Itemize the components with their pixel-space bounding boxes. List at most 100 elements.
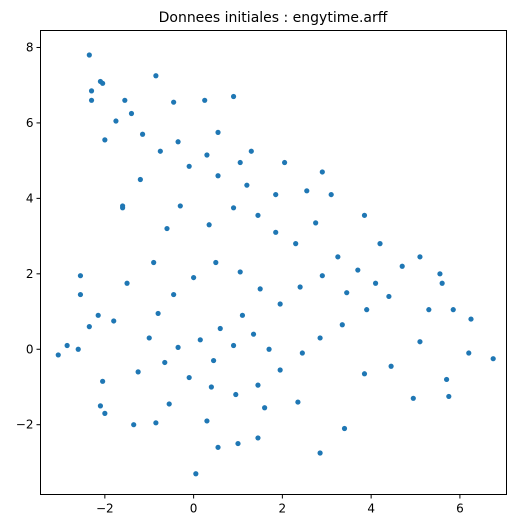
data-point	[100, 80, 106, 86]
chart-title: Donnees initiales : engytime.arff	[159, 10, 388, 26]
data-point	[262, 405, 268, 411]
data-point	[55, 352, 61, 358]
data-point	[162, 359, 168, 366]
data-point	[86, 52, 92, 58]
data-point	[230, 93, 237, 100]
data-point	[439, 280, 445, 286]
data-point	[466, 350, 472, 356]
y-tick-label: 0	[26, 342, 34, 356]
data-point	[386, 293, 392, 300]
data-point	[202, 97, 208, 103]
data-point	[426, 307, 432, 313]
data-point	[204, 418, 210, 424]
data-point	[206, 222, 212, 228]
data-point	[237, 159, 243, 166]
data-point	[235, 440, 241, 447]
data-point	[341, 425, 348, 432]
data-point	[215, 173, 221, 179]
plot-frame	[40, 30, 507, 495]
data-point	[468, 316, 474, 322]
x-tick-label: 2	[279, 502, 287, 516]
data-point	[239, 312, 246, 318]
data-point	[319, 273, 325, 279]
y-tick-label: 6	[26, 116, 34, 130]
data-point	[164, 225, 170, 232]
data-point	[244, 182, 250, 188]
data-point	[273, 191, 279, 198]
data-point	[100, 378, 106, 384]
data-point	[372, 280, 379, 286]
data-point	[233, 391, 239, 398]
points-layer	[55, 52, 496, 477]
x-tick-label: 0	[190, 502, 198, 516]
data-point	[328, 191, 334, 198]
data-point	[86, 324, 92, 330]
y-tick-label: 4	[26, 191, 34, 205]
data-point	[204, 152, 210, 158]
ticks-layer: −2 0 2 4 6 −2 0 2 4 6 8	[16, 40, 464, 515]
data-point	[186, 163, 192, 169]
data-point	[339, 322, 345, 328]
data-point	[137, 176, 143, 183]
data-point	[88, 97, 95, 103]
data-point	[153, 420, 159, 426]
data-point	[215, 444, 221, 450]
data-point	[157, 148, 163, 154]
data-point	[95, 312, 101, 318]
data-point	[175, 139, 181, 145]
data-point	[266, 346, 272, 352]
y-tick-label: 8	[26, 40, 34, 54]
data-point	[255, 435, 261, 441]
data-point	[293, 241, 299, 247]
data-point	[120, 205, 126, 211]
data-point	[299, 350, 305, 356]
data-point	[135, 369, 141, 375]
data-point	[361, 371, 368, 377]
data-point	[64, 342, 70, 349]
data-point	[295, 399, 301, 405]
data-point	[102, 410, 108, 416]
data-point	[490, 356, 496, 362]
data-point	[131, 422, 137, 428]
data-point	[450, 307, 456, 313]
data-point	[191, 274, 197, 281]
data-point	[230, 205, 237, 211]
data-point	[317, 450, 323, 456]
data-point	[193, 471, 199, 477]
data-point	[437, 271, 443, 277]
data-point	[153, 73, 159, 79]
y-tick-label: 2	[26, 267, 34, 281]
y-tick-label: −2	[16, 418, 34, 432]
data-point	[364, 307, 370, 313]
data-point	[186, 374, 192, 381]
data-point	[97, 403, 104, 409]
data-point	[443, 376, 450, 383]
data-point	[197, 337, 203, 343]
data-point	[77, 273, 84, 279]
data-point	[151, 259, 157, 266]
data-point	[171, 291, 177, 298]
data-point	[317, 335, 323, 341]
data-point	[313, 220, 319, 226]
data-point	[237, 269, 243, 275]
x-tick-label: 6	[456, 502, 464, 516]
data-point	[281, 159, 288, 166]
data-point	[230, 342, 237, 349]
data-point	[171, 99, 177, 105]
data-point	[139, 131, 146, 137]
data-point	[446, 393, 452, 400]
data-point	[248, 148, 254, 154]
data-point	[257, 286, 263, 292]
data-point	[213, 259, 219, 266]
data-point	[155, 310, 161, 317]
data-point	[88, 88, 95, 94]
data-point	[399, 263, 405, 269]
data-point	[177, 203, 183, 209]
data-point	[297, 284, 303, 290]
data-point	[102, 137, 108, 143]
data-point	[250, 331, 257, 337]
data-point	[166, 401, 172, 407]
x-tick-label: −2	[96, 502, 114, 516]
data-point	[344, 290, 350, 296]
